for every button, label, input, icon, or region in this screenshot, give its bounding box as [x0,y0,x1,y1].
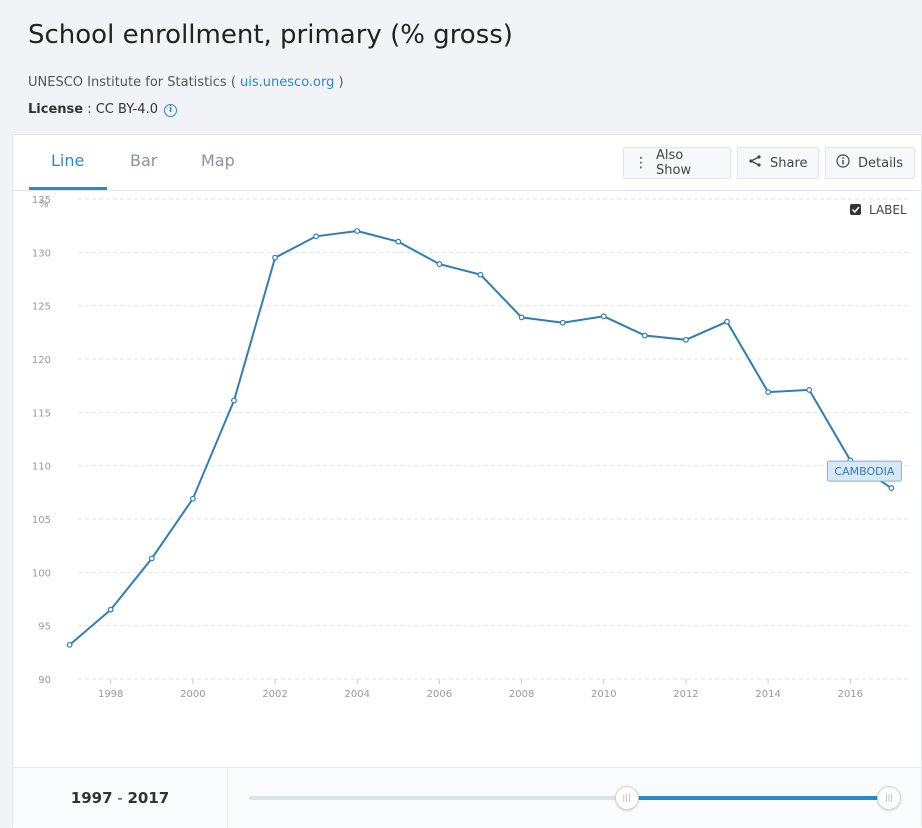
x-axis: 1998 2000 2002 2004 2006 2008 2010 2012 2014 2016 [98,679,863,700]
data-point[interactable] [600,313,607,320]
range-start-handle[interactable]: ||| [614,786,639,810]
range-end-handle[interactable]: ||| [877,786,901,810]
data-point[interactable] [148,555,155,562]
data-point[interactable] [189,495,196,502]
source-link[interactable]: uis.unesco.org [240,75,335,90]
range-separator: - [112,789,128,807]
x-tick-label: 2004 [345,689,370,700]
x-tick-label: 2016 [838,689,863,700]
vertical-dots-icon: ⋮ [634,155,648,171]
data-point[interactable] [395,238,402,245]
data-point[interactable] [888,485,895,491]
y-tick-label: 110 [32,462,51,473]
y-tick-label: 115 [32,408,51,419]
also-show-label: Also Show [656,148,692,178]
also-show-button[interactable]: ⋮ Also Show [623,147,731,179]
data-point[interactable] [683,336,689,343]
license-line: License : CC BY-4.0 i [28,102,177,117]
x-tick-label: 2006 [427,689,452,700]
data-point[interactable] [231,397,237,404]
line-chart: 90 95 100 105 110 115 120 125 130 135 1998 2000 200… [32,195,909,700]
data-point[interactable] [354,228,361,234]
x-tick-label: 2002 [262,689,287,700]
data-point[interactable] [477,271,484,278]
data-point[interactable] [806,387,813,393]
source-line: UNESCO Institute for Statistics ( uis.un… [28,75,344,90]
x-tick-label: 2012 [673,689,698,700]
source-suffix: ) [334,75,344,90]
range-start: 1997 [70,789,113,807]
source-prefix: UNESCO Institute for Statistics ( [28,75,241,90]
data-point[interactable] [436,261,443,267]
y-tick-label: 130 [32,248,51,259]
series-tag-box [826,460,902,482]
y-axis-unit-label: % [39,199,49,210]
tab-map[interactable]: Map [201,151,235,170]
y-tick-label: 105 [32,515,51,526]
page-title: School enrollment, primary (% gross) [28,20,513,50]
active-tab-indicator [29,187,107,190]
label-toggle[interactable]: LABEL [850,203,907,217]
year-range-label: 1997 - 2017 [13,768,228,828]
share-icon [748,154,762,172]
info-icon[interactable]: i [163,104,177,117]
data-point[interactable] [559,319,566,326]
y-tick-label: 95 [38,622,51,633]
y-tick-label: 135 [32,195,51,206]
range-slider-track[interactable]: ||| ||| [249,786,901,810]
license-label: License [28,102,84,117]
chart-grid [78,198,909,680]
share-label: Share [770,155,808,171]
info-circle-icon [836,154,850,172]
x-tick-label: 2010 [591,689,616,700]
license-value: : CC BY-4.0 [83,102,158,117]
chart-tabs: Line Bar Map ⋮ Also Show Share Details [13,135,921,191]
x-tick-label: 2008 [509,689,534,700]
tab-line[interactable]: Line [51,151,85,170]
details-label: Details [858,155,904,171]
share-button[interactable]: Share [737,147,819,179]
data-point[interactable] [724,318,730,325]
x-tick-label: 2014 [755,689,780,700]
range-footer: 1997 - 2017 ||| ||| [13,767,921,828]
series-line-cambodia [68,229,892,646]
range-end: 2017 [127,789,170,807]
label-toggle-text: LABEL [869,203,907,217]
data-point[interactable] [107,606,114,613]
data-point[interactable] [518,314,525,321]
series-name-label: CAMBODIA [834,465,894,478]
header: School enrollment, primary (% gross) UNE… [28,0,922,134]
series-tag-cambodia: CAMBODIA [826,460,902,482]
label-checkbox [850,204,861,215]
data-point[interactable] [765,389,772,395]
y-axis: 90 95 100 105 110 115 120 125 130 135 [32,195,51,686]
data-point[interactable] [313,233,320,240]
x-tick-label: 1998 [98,689,123,700]
chart-card: Line Bar Map ⋮ Also Show Share Details 9… [12,134,922,828]
data-point[interactable] [272,254,278,261]
range-slider-fill [626,796,889,800]
series-points [66,228,895,648]
y-tick-label: 90 [38,675,51,686]
x-tick-label: 2000 [180,689,205,700]
y-tick-label: 125 [32,302,51,313]
data-point[interactable] [641,332,648,339]
details-button[interactable]: Details [825,147,915,179]
y-tick-label: 100 [32,568,51,579]
y-tick-label: 120 [32,355,51,366]
tab-bar[interactable]: Bar [130,151,158,170]
checkmark-icon [851,206,860,214]
data-point[interactable] [66,641,73,648]
